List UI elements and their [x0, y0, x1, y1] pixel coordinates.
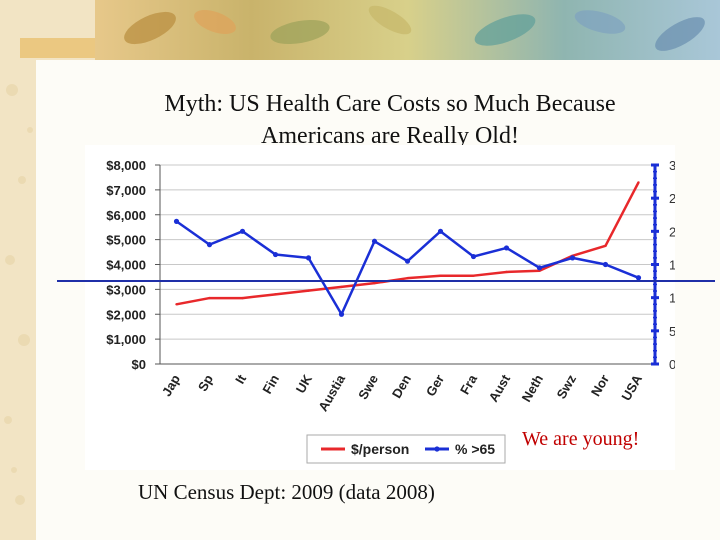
y-left-tick-label: $6,000 [106, 208, 146, 223]
data-point-age [437, 228, 444, 234]
data-point-cost [208, 296, 211, 300]
data-point-age [371, 238, 378, 244]
legend-label-cost: $/person [351, 441, 409, 457]
data-point-age [272, 251, 279, 258]
slide-title-line-2: Americans are Really Old! [261, 123, 519, 149]
decorative-leaf-banner [20, 0, 720, 60]
x-tick-label: Den [389, 372, 414, 401]
y-right-tick-label: 25 [669, 191, 675, 206]
y-right-tick-label: 20 [669, 224, 675, 239]
data-point-age [239, 228, 246, 234]
data-point-cost [406, 276, 409, 280]
x-tick-label: Neth [519, 372, 546, 405]
y-right-tick-label: 5 [669, 324, 675, 339]
data-point-age [635, 275, 642, 281]
x-tick-label: Nor [588, 372, 612, 399]
data-point-age [503, 245, 510, 251]
y-left-tick-label: $2,000 [106, 307, 146, 322]
callout-text: We are young! [522, 428, 640, 450]
x-tick-label: Fin [259, 372, 282, 396]
data-point-cost [439, 274, 442, 277]
data-point-cost [604, 244, 607, 248]
x-tick-label: It [232, 371, 249, 386]
x-tick-label: Aust [486, 371, 514, 404]
series-line-age [175, 220, 639, 316]
data-point-cost [505, 270, 508, 274]
data-point-age [338, 311, 345, 317]
y-right-tick-label: 0 [669, 357, 675, 372]
data-point-cost [307, 289, 310, 292]
y-left-tick-label: $8,000 [106, 158, 146, 173]
y-left-tick-label: $0 [132, 357, 146, 372]
data-point-age [536, 265, 543, 271]
chart-area: $0 $1,000 $2,000 $3,000 $4,000 $5,000 $6,000 $7… [85, 145, 675, 470]
data-point-age [569, 255, 576, 261]
reference-line [57, 280, 715, 282]
slide-title-line-1: Myth: US Health Care Costs so Much Becau… [164, 91, 616, 117]
x-tick-label: Jap [159, 372, 183, 399]
x-tick-label: USA [618, 371, 645, 403]
series-line-cost [176, 181, 640, 306]
y-left-tick-label: $1,000 [106, 332, 146, 347]
data-point-age [470, 253, 477, 260]
x-tick-label: Sp [195, 372, 216, 394]
source-footnote: UN Census Dept: 2009 (data 2008) [138, 480, 435, 504]
x-tick-label: Ger [423, 372, 447, 399]
data-point-cost [175, 303, 178, 306]
legend-label-age: % >65 [455, 441, 495, 457]
chart-svg: $0 $1,000 $2,000 $3,000 $4,000 $5,000 $6,000 $7… [106, 158, 675, 464]
data-point-age [206, 242, 213, 248]
data-point-cost [637, 181, 640, 184]
x-tick-label: UK [293, 371, 316, 395]
y-left-tick-label: $3,000 [106, 282, 146, 297]
y-left-tick-label: $4,000 [106, 258, 146, 273]
x-tick-label: Austia [315, 371, 348, 414]
y-right-tick-label: 10 [669, 291, 675, 306]
y-left-tick-label: $5,000 [106, 233, 146, 248]
data-point-cost [373, 281, 376, 285]
data-point-age [305, 255, 312, 261]
data-point-age [602, 261, 609, 268]
y-right-tick-label: 15 [669, 258, 675, 273]
x-tick-label: Fra [457, 371, 480, 397]
y-left-tick-label: $7,000 [106, 183, 146, 198]
data-point-cost [340, 285, 343, 289]
data-point-cost [241, 296, 244, 300]
x-tick-label: Swe [355, 372, 381, 402]
data-point-cost [472, 274, 475, 277]
y-right-tick-label: 30 [669, 158, 675, 173]
legend-marker-age [434, 446, 440, 452]
data-point-age [404, 258, 411, 264]
data-point-cost [274, 293, 277, 296]
x-tick-label: Swz [553, 372, 579, 402]
slide-title: Myth: US Health Care Costs so Much Becau… [100, 88, 680, 152]
data-point-age [173, 218, 180, 224]
